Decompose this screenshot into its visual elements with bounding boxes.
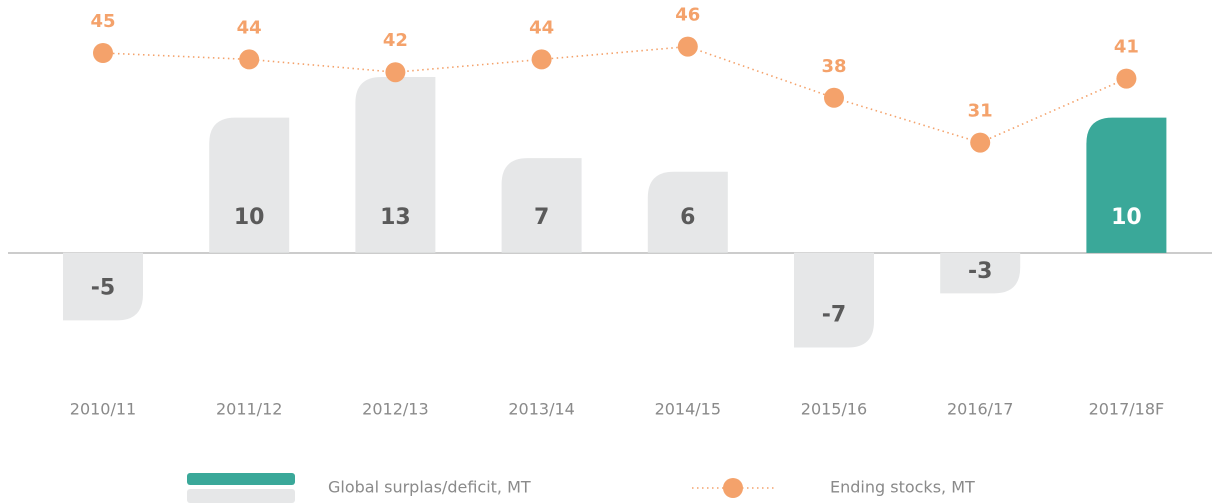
point-label: 42 xyxy=(383,30,408,51)
x-tick-label: 2015/16 xyxy=(801,400,867,419)
point-label: 38 xyxy=(821,56,846,77)
bar-label: 7 xyxy=(534,205,549,230)
x-tick-label: 2017/18F xyxy=(1089,400,1165,419)
point-label: 44 xyxy=(237,17,262,38)
bar-label: 10 xyxy=(1111,205,1142,230)
legend-label: Global surplas/deficit, MT xyxy=(328,478,531,497)
legend-swatch xyxy=(187,489,295,503)
bar xyxy=(355,77,436,253)
point xyxy=(677,36,698,57)
bar xyxy=(63,252,143,321)
point xyxy=(970,132,991,153)
x-tick-label: 2011/12 xyxy=(216,400,282,419)
x-tick-label: 2016/17 xyxy=(947,400,1013,419)
point-label: 45 xyxy=(90,11,115,32)
legend-point xyxy=(723,478,743,498)
bar-label: 6 xyxy=(680,205,695,230)
legend-label: Ending stocks, MT xyxy=(830,478,975,497)
line xyxy=(102,45,1127,144)
point xyxy=(93,43,113,63)
point xyxy=(385,62,406,83)
bar xyxy=(1086,117,1167,253)
bar-label: -3 xyxy=(968,259,992,284)
bar-label: -5 xyxy=(91,275,115,300)
x-tick-label: 2010/11 xyxy=(70,400,136,419)
point-label: 41 xyxy=(1114,37,1139,58)
bar-label: 13 xyxy=(380,205,411,230)
bar xyxy=(209,117,290,253)
bar-label: 10 xyxy=(234,205,265,230)
x-tick-label: 2012/13 xyxy=(362,400,428,419)
point-label: 46 xyxy=(675,5,700,26)
point xyxy=(531,49,552,70)
x-tick-label: 2013/14 xyxy=(508,400,574,419)
bar-label: -7 xyxy=(822,302,846,327)
bar xyxy=(794,252,874,348)
point xyxy=(824,87,844,108)
bar xyxy=(501,158,582,253)
point-label: 31 xyxy=(968,101,993,122)
legend-swatch xyxy=(187,473,295,485)
point xyxy=(239,49,260,70)
point xyxy=(1116,68,1137,89)
x-tick-label: 2014/15 xyxy=(655,400,721,419)
bar xyxy=(647,171,728,253)
bar xyxy=(940,252,1021,294)
point-label: 44 xyxy=(529,17,554,38)
